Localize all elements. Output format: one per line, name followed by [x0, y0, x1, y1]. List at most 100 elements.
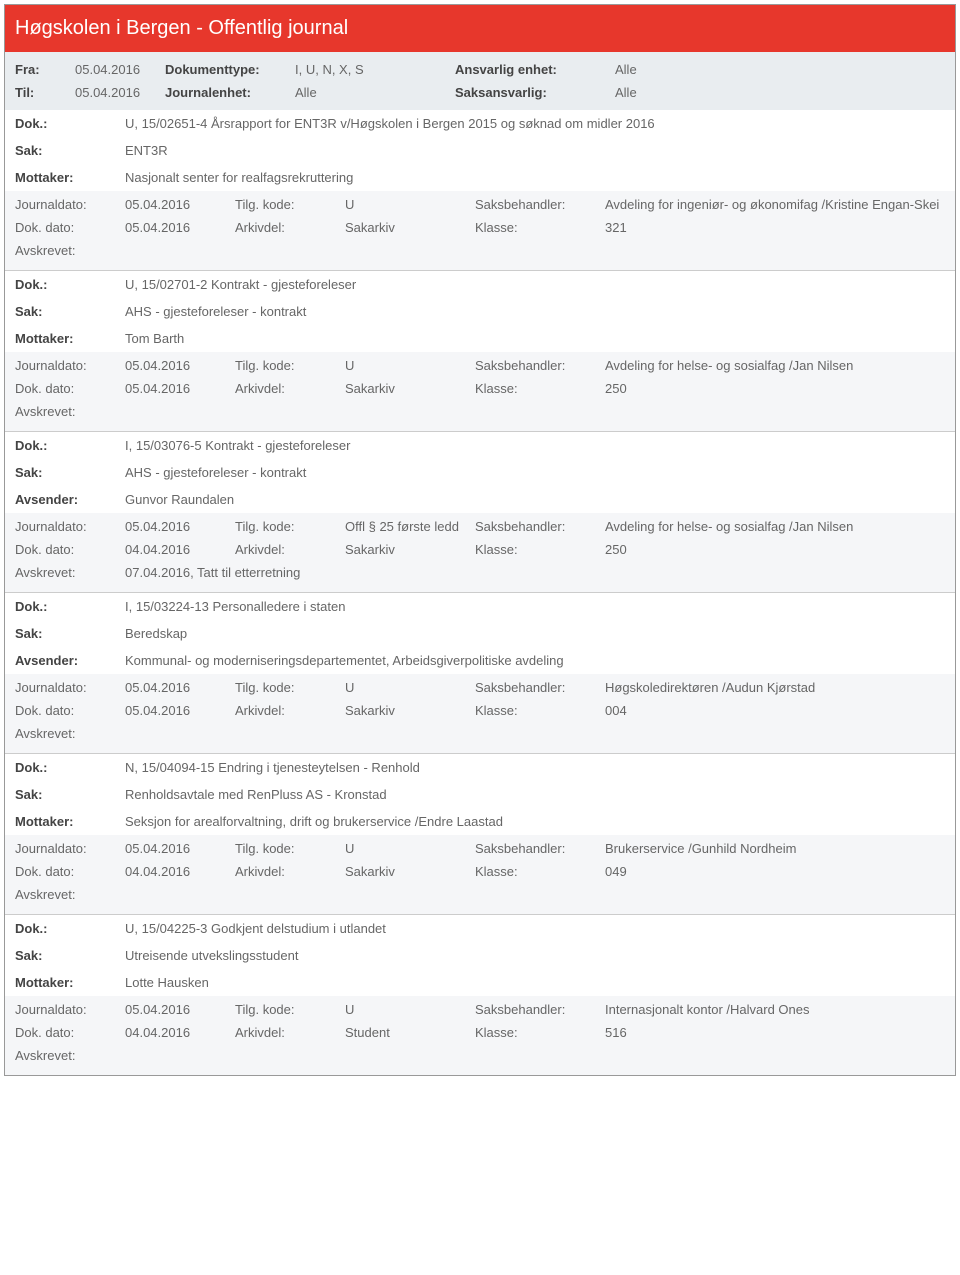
journaldato-value: 05.04.2016	[125, 519, 235, 534]
journal-entry: Dok.: I, 15/03076-5 Kontrakt - gjestefor…	[5, 431, 955, 592]
dok-link[interactable]: U, 15/04225-3 Godkjent delstudium i utla…	[125, 921, 386, 936]
tilgkode-value: U	[345, 197, 475, 212]
avskrevet-value	[125, 726, 945, 741]
party-label: Avsender:	[15, 653, 125, 668]
klasse-value: 250	[605, 381, 945, 396]
avskrevet-row: Avskrevet:	[5, 239, 955, 268]
avskrevet-row: Avskrevet:	[5, 883, 955, 912]
avskrevet-label: Avskrevet:	[15, 243, 125, 258]
dok-value: N, 15/04094-15 Endring i tjenesteytelsen…	[125, 760, 945, 775]
dok-label: Dok.:	[15, 921, 125, 936]
detail-band: Journaldato: 05.04.2016 Tilg. kode: U Sa…	[5, 352, 955, 431]
detail-band: Journaldato: 05.04.2016 Tilg. kode: U Sa…	[5, 835, 955, 914]
avskrevet-label: Avskrevet:	[15, 565, 125, 580]
sak-label: Sak:	[15, 948, 125, 963]
header-bar: Høgskolen i Bergen - Offentlig journal	[5, 5, 955, 52]
detail-band: Journaldato: 05.04.2016 Tilg. kode: Offl…	[5, 513, 955, 592]
tilgkode-label: Tilg. kode:	[235, 197, 345, 212]
journal-entry: Dok.: U, 15/02701-2 Kontrakt - gjestefor…	[5, 270, 955, 431]
avskrevet-value	[125, 887, 945, 902]
dok-link[interactable]: I, 15/03076-5 Kontrakt - gjesteforeleser	[125, 438, 350, 453]
avskrevet-value	[125, 404, 945, 419]
saksansvarlig-label: Saksansvarlig:	[455, 85, 615, 100]
detail-row-2: Dok. dato: 05.04.2016 Arkivdel: Sakarkiv…	[5, 699, 955, 722]
dok-value: I, 15/03224-13 Personalledere i staten	[125, 599, 945, 614]
dok-label: Dok.:	[15, 277, 125, 292]
party-row: Mottaker: Nasjonalt senter for realfagsr…	[5, 164, 955, 191]
arkivdel-value: Sakarkiv	[345, 703, 475, 718]
sak-value: AHS - gjesteforeleser - kontrakt	[125, 465, 945, 480]
dok-value: U, 15/04225-3 Godkjent delstudium i utla…	[125, 921, 945, 936]
party-label: Mottaker:	[15, 814, 125, 829]
dokdato-value: 05.04.2016	[125, 381, 235, 396]
ansvarlig-value: Alle	[615, 62, 945, 77]
party-value: Kommunal- og moderniseringsdepartementet…	[125, 653, 945, 668]
dok-value: I, 15/03076-5 Kontrakt - gjesteforeleser	[125, 438, 945, 453]
klasse-value: 250	[605, 542, 945, 557]
party-row: Mottaker: Lotte Hausken	[5, 969, 955, 996]
sak-row: Sak: AHS - gjesteforeleser - kontrakt	[5, 459, 955, 486]
dok-row: Dok.: I, 15/03076-5 Kontrakt - gjestefor…	[5, 432, 955, 459]
journal-entry: Dok.: U, 15/04225-3 Godkjent delstudium …	[5, 914, 955, 1075]
avskrevet-value: 07.04.2016, Tatt til etterretning	[125, 565, 945, 580]
saksbehandler-label: Saksbehandler:	[475, 358, 605, 373]
sak-value: Renholdsavtale med RenPluss AS - Kronsta…	[125, 787, 945, 802]
dok-value: U, 15/02701-2 Kontrakt - gjesteforeleser	[125, 277, 945, 292]
detail-row-1: Journaldato: 05.04.2016 Tilg. kode: U Sa…	[5, 354, 955, 377]
party-label: Mottaker:	[15, 170, 125, 185]
dok-link[interactable]: N, 15/04094-15 Endring i tjenesteytelsen…	[125, 760, 420, 775]
dok-link[interactable]: U, 15/02701-2 Kontrakt - gjesteforeleser	[125, 277, 356, 292]
detail-row-1: Journaldato: 05.04.2016 Tilg. kode: Offl…	[5, 515, 955, 538]
avskrevet-row: Avskrevet:	[5, 722, 955, 751]
journaldato-label: Journaldato:	[15, 519, 125, 534]
saksbehandler-label: Saksbehandler:	[475, 841, 605, 856]
avskrevet-label: Avskrevet:	[15, 404, 125, 419]
journalenhet-value: Alle	[295, 85, 455, 100]
party-row: Mottaker: Tom Barth	[5, 325, 955, 352]
klasse-value: 321	[605, 220, 945, 235]
dok-link[interactable]: U, 15/02651-4 Årsrapport for ENT3R v/Høg…	[125, 116, 655, 131]
dok-row: Dok.: U, 15/02701-2 Kontrakt - gjestefor…	[5, 271, 955, 298]
dokdato-label: Dok. dato:	[15, 542, 125, 557]
klasse-label: Klasse:	[475, 542, 605, 557]
dokdato-value: 05.04.2016	[125, 220, 235, 235]
klasse-value: 004	[605, 703, 945, 718]
ansvarlig-label: Ansvarlig enhet:	[455, 62, 615, 77]
detail-band: Journaldato: 05.04.2016 Tilg. kode: U Sa…	[5, 191, 955, 270]
tilgkode-value: U	[345, 841, 475, 856]
detail-band: Journaldato: 05.04.2016 Tilg. kode: U Sa…	[5, 674, 955, 753]
party-row: Avsender: Kommunal- og moderniseringsdep…	[5, 647, 955, 674]
arkivdel-label: Arkivdel:	[235, 220, 345, 235]
journaldato-value: 05.04.2016	[125, 1002, 235, 1017]
dok-link[interactable]: I, 15/03224-13 Personalledere i staten	[125, 599, 345, 614]
sak-value: Utreisende utvekslingsstudent	[125, 948, 945, 963]
tilgkode-value: U	[345, 358, 475, 373]
entries-container: Dok.: U, 15/02651-4 Årsrapport for ENT3R…	[5, 110, 955, 1075]
avskrevet-label: Avskrevet:	[15, 887, 125, 902]
dok-label: Dok.:	[15, 599, 125, 614]
journaldato-value: 05.04.2016	[125, 197, 235, 212]
dokdato-label: Dok. dato:	[15, 703, 125, 718]
tilgkode-value: U	[345, 1002, 475, 1017]
avskrevet-row: Avskrevet:	[5, 1044, 955, 1073]
til-label: Til:	[15, 85, 75, 100]
meta-band: Fra: 05.04.2016 Dokumenttype: I, U, N, X…	[5, 52, 955, 110]
saksbehandler-value: Avdeling for helse- og sosialfag /Jan Ni…	[605, 358, 945, 373]
detail-row-2: Dok. dato: 05.04.2016 Arkivdel: Sakarkiv…	[5, 377, 955, 400]
dok-row: Dok.: U, 15/02651-4 Årsrapport for ENT3R…	[5, 110, 955, 137]
journal-entry: Dok.: I, 15/03224-13 Personalledere i st…	[5, 592, 955, 753]
party-label: Avsender:	[15, 492, 125, 507]
sak-row: Sak: Renholdsavtale med RenPluss AS - Kr…	[5, 781, 955, 808]
avskrevet-row: Avskrevet:	[5, 400, 955, 429]
detail-row-1: Journaldato: 05.04.2016 Tilg. kode: U Sa…	[5, 676, 955, 699]
party-label: Mottaker:	[15, 331, 125, 346]
doktype-value: I, U, N, X, S	[295, 62, 455, 77]
dokdato-value: 05.04.2016	[125, 703, 235, 718]
sak-label: Sak:	[15, 787, 125, 802]
arkivdel-value: Sakarkiv	[345, 220, 475, 235]
journaldato-label: Journaldato:	[15, 358, 125, 373]
saksbehandler-label: Saksbehandler:	[475, 197, 605, 212]
klasse-value: 049	[605, 864, 945, 879]
party-label: Mottaker:	[15, 975, 125, 990]
detail-band: Journaldato: 05.04.2016 Tilg. kode: U Sa…	[5, 996, 955, 1075]
